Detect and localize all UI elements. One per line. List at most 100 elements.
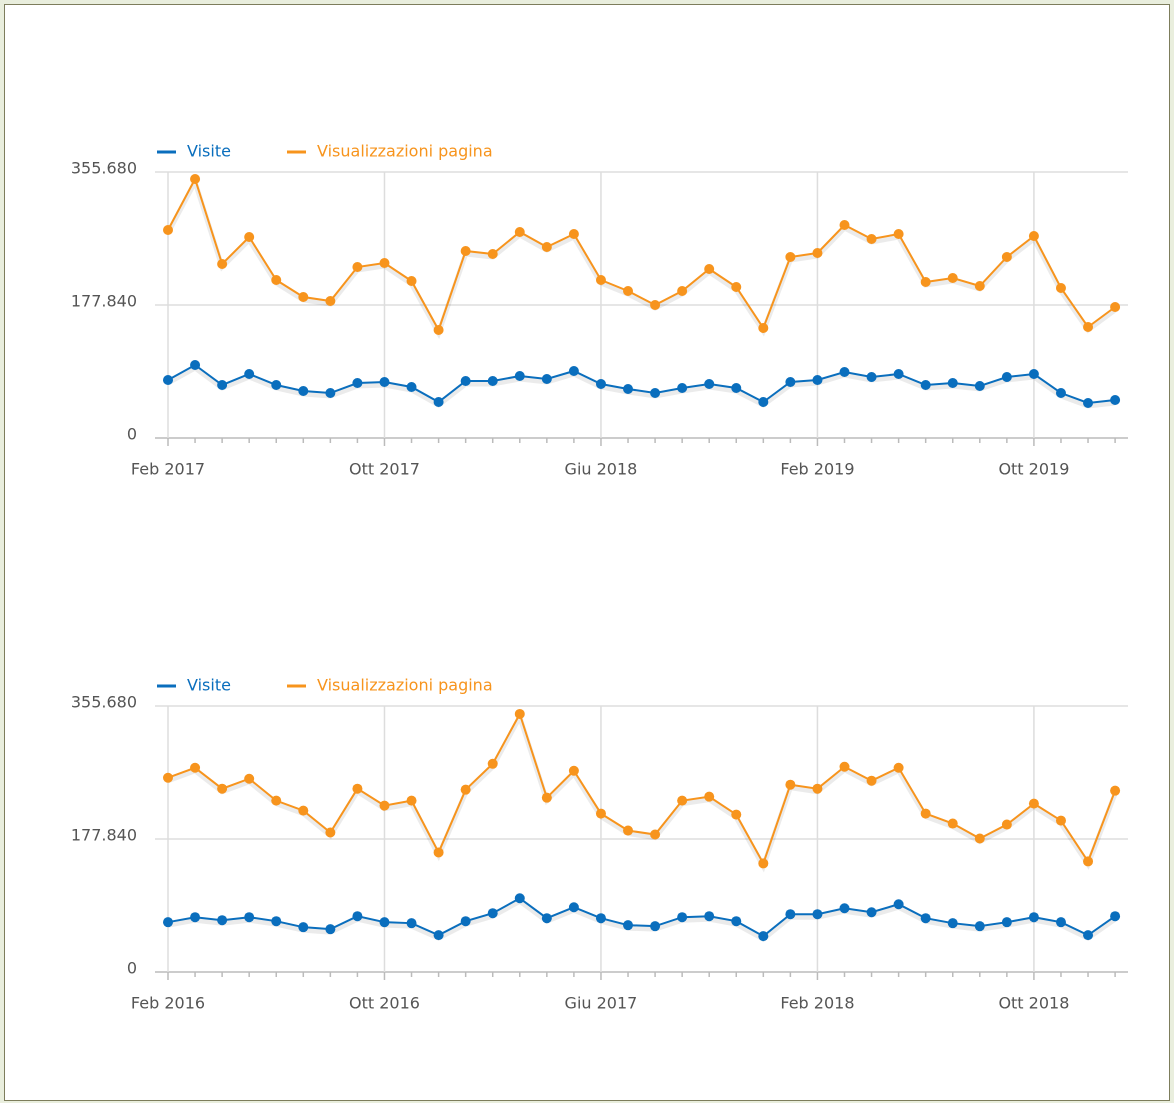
data-point (839, 220, 850, 231)
data-point (298, 385, 309, 396)
data-point (352, 911, 363, 922)
data-point (595, 913, 606, 924)
series-line (167, 711, 1117, 866)
data-point (595, 808, 606, 819)
data-point (650, 829, 661, 840)
data-point (650, 300, 661, 310)
data-point (1055, 815, 1066, 826)
data-point (650, 921, 661, 932)
data-point (325, 924, 336, 935)
data-point (1028, 798, 1039, 809)
x-tick-label: Ott 2017 (349, 460, 420, 479)
x-tick-label: Giu 2018 (565, 460, 638, 479)
data-point (298, 922, 309, 933)
data-point (568, 365, 579, 376)
data-point (677, 795, 688, 806)
data-point (514, 893, 525, 904)
data-point (325, 295, 336, 306)
data-point (650, 388, 661, 399)
data-point (1110, 911, 1121, 922)
x-tick-label: Giu 2017 (565, 994, 638, 1013)
line-shadow (166, 365, 1116, 409)
data-point (758, 858, 769, 869)
data-point (731, 916, 742, 927)
data-point (1110, 301, 1121, 312)
data-point (271, 274, 282, 285)
line-shadow (167, 710, 1118, 873)
data-point (839, 903, 850, 914)
data-point (785, 779, 796, 790)
data-point (758, 323, 769, 334)
data-point (271, 379, 282, 390)
data-point (704, 911, 715, 922)
x-tick-label: Ott 2019 (998, 460, 1069, 479)
data-point (1028, 231, 1039, 242)
y-tick-label: 0 (127, 959, 137, 978)
data-point (1055, 388, 1066, 399)
data-point (352, 262, 363, 273)
data-point (487, 249, 498, 260)
data-point (325, 827, 336, 838)
data-point (974, 381, 985, 392)
legend-label: Visite (187, 142, 231, 161)
y-tick-label: 177.840 (71, 292, 137, 311)
data-point (623, 920, 634, 931)
data-point (974, 833, 985, 844)
data-point (974, 280, 985, 291)
data-point (1001, 819, 1012, 830)
data-point (271, 916, 282, 927)
data-point (433, 930, 444, 941)
data-point (487, 375, 498, 386)
data-point (217, 379, 228, 390)
data-point (974, 921, 985, 932)
data-point (677, 912, 688, 923)
data-point (920, 276, 931, 287)
data-point (812, 909, 823, 920)
data-point (1001, 371, 1012, 382)
data-point (514, 227, 525, 238)
data-point (1028, 912, 1039, 923)
data-point (460, 916, 471, 927)
data-point (460, 375, 471, 386)
x-tick-label: Ott 2016 (349, 994, 420, 1013)
data-point (406, 276, 417, 287)
data-point (1083, 856, 1094, 867)
legend-label: Visualizzazioni pagina (317, 142, 493, 161)
x-tick-label: Feb 2017 (131, 460, 205, 479)
data-point (514, 708, 525, 719)
data-point (487, 908, 498, 919)
data-point (190, 174, 201, 184)
data-point (217, 259, 228, 270)
data-point (623, 286, 634, 296)
data-point (190, 762, 201, 773)
data-point (595, 379, 606, 390)
legend-label: Visualizzazioni pagina (317, 676, 493, 695)
y-tick-label: 355.680 (71, 159, 137, 178)
data-point (460, 784, 471, 795)
data-point (731, 809, 742, 820)
data-point (866, 371, 877, 382)
data-point (812, 248, 823, 259)
data-point (704, 791, 715, 802)
data-point (677, 286, 688, 296)
data-point (406, 918, 417, 929)
data-point (623, 384, 634, 394)
line-shadow (165, 175, 1117, 340)
data-point (244, 773, 255, 784)
data-point (704, 379, 715, 390)
data-point (163, 224, 173, 235)
data-point (947, 918, 958, 929)
data-point (460, 245, 471, 256)
data-point (541, 913, 552, 924)
data-point (785, 377, 796, 387)
data-point (163, 772, 173, 783)
data-point (190, 360, 201, 371)
data-point (947, 818, 958, 829)
data-point (163, 374, 173, 385)
data-point (1001, 917, 1012, 928)
y-tick-label: 177.840 (71, 826, 137, 845)
data-point (839, 761, 850, 772)
data-point (163, 917, 173, 928)
data-point (1110, 395, 1121, 406)
